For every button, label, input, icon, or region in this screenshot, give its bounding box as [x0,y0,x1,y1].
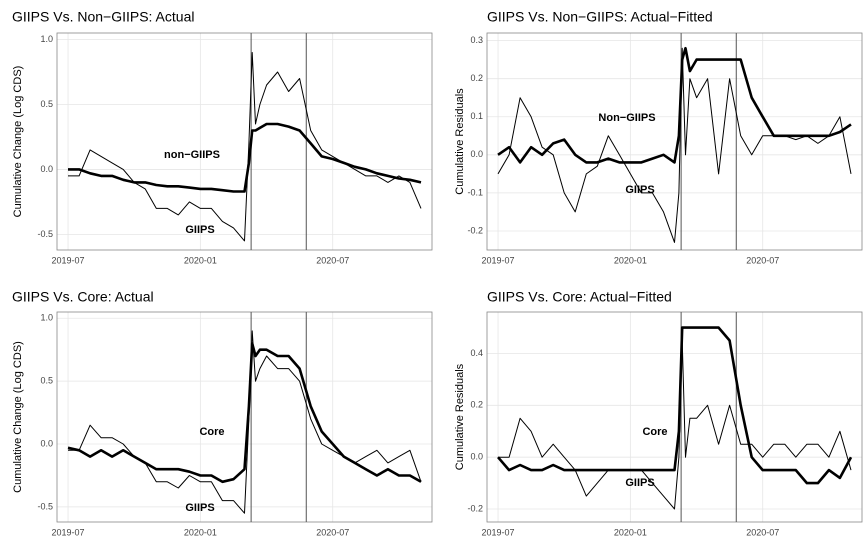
chart-title: GIIPS Vs. Non−GIIPS: Actual−Fitted [487,9,713,25]
series-line [497,326,853,485]
y-tick-label: 0.1 [470,111,483,121]
x-tick-label: 2019-07 [52,255,85,265]
x-tick-label: 2020-07 [316,255,349,265]
plot-frame [56,311,433,523]
x-tick-label: 2019-07 [482,255,515,265]
chart-title: GIIPS Vs. Non−GIIPS: Actual [12,9,194,25]
chart-title: GIIPS Vs. Core: Actual−Fitted [487,289,672,305]
y-tick-label: 0.5 [40,376,53,386]
y-tick-label: 1.0 [40,313,53,323]
y-tick-label: -0.2 [467,503,483,513]
series-label: GIIPS [625,184,654,196]
series-label: Non−GIIPS [598,112,655,124]
y-axis-label: Cumulative Residuals [454,363,466,470]
y-tick-label: 0.0 [40,438,53,448]
y-axis-label: Cumulative Residuals [454,88,466,195]
series-label: GIIPS [185,224,214,236]
y-tick-label: 0.3 [470,35,483,45]
series-line [498,340,852,510]
series-label: non−GIIPS [164,149,220,161]
y-tick-label: -0.5 [37,229,53,239]
y-axis-label: Cumulative Change (Log CDS) [12,341,24,493]
y-tick-label: 1.0 [40,34,53,44]
y-tick-label: -0.1 [467,187,483,197]
series-label: Core [642,426,667,438]
x-tick-label: 2020-07 [746,527,779,537]
series-line [68,122,422,193]
series-label: GIIPS [185,502,214,514]
plot-frame [486,32,863,251]
x-tick-label: 2020-01 [614,255,647,265]
y-tick-label: -0.2 [467,225,483,235]
plot-frame [56,32,433,251]
chart-title: GIIPS Vs. Core: Actual [12,289,154,305]
series-line [67,342,422,484]
x-tick-label: 2019-07 [482,527,515,537]
x-tick-label: 2020-01 [184,255,217,265]
y-tick-label: -0.5 [37,501,53,511]
series-label: Core [199,426,224,438]
series-line [497,46,852,164]
y-axis-label: Cumulative Change (Log CDS) [12,66,24,218]
y-tick-label: 0.0 [40,164,53,174]
x-tick-label: 2020-07 [316,527,349,537]
series-label: GIIPS [625,477,654,489]
y-tick-label: 0.0 [470,452,483,462]
y-tick-label: 0.2 [470,400,483,410]
x-tick-label: 2020-01 [614,527,647,537]
plot-frame [486,311,863,523]
x-tick-label: 2020-01 [184,527,217,537]
y-tick-label: 0.4 [470,348,483,358]
series-line [68,52,422,242]
series-line [68,330,422,514]
x-tick-label: 2019-07 [52,527,85,537]
y-tick-label: 0.0 [470,149,483,159]
y-tick-label: 0.2 [470,73,483,83]
y-tick-label: 0.5 [40,99,53,109]
x-tick-label: 2020-07 [746,255,779,265]
